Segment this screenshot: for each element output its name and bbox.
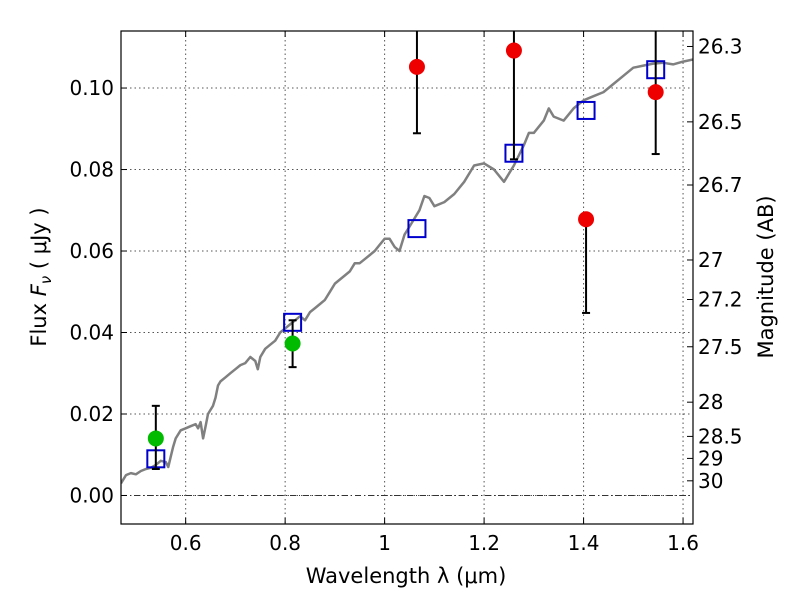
x-tick-label: 1 (378, 531, 391, 555)
plot-area (121, 58, 693, 484)
mag-tick-label: 26.7 (698, 173, 743, 197)
markers (146, 31, 666, 470)
y-tick-label: 0.02 (69, 402, 114, 426)
y-tick-label: 0.04 (69, 321, 114, 345)
x-tick-label: 1.6 (667, 531, 699, 555)
y-axis-label: Flux Fν ( μJy ) (27, 207, 55, 346)
detection-point (284, 335, 301, 352)
mag-tick-label: 27.2 (698, 288, 743, 312)
x-axis-label: Wavelength λ (μm) (306, 564, 507, 588)
mag-tick-label: 26.5 (698, 110, 743, 134)
y-tick-label: 0.08 (69, 158, 114, 182)
mag-tick-label: 30 (698, 469, 723, 493)
upper-limit-point (408, 58, 425, 75)
upper-limit-point (505, 42, 522, 59)
mag-tick-label: 28.5 (698, 424, 743, 448)
x-tick-label: 0.6 (170, 531, 202, 555)
x-tick-label: 1.2 (468, 531, 500, 555)
y-tick-label: 0.00 (69, 483, 114, 507)
mag-tick-label: 27.5 (698, 335, 743, 359)
y2-axis-label: Magnitude (AB) (754, 195, 778, 358)
mag-tick-label: 29 (698, 446, 723, 470)
x-tick-label: 1.4 (568, 531, 600, 555)
model-photometry-point (576, 100, 596, 120)
plot-frame (120, 30, 694, 525)
model-photometry-point (407, 219, 427, 239)
mag-tick-label: 28 (698, 390, 723, 414)
detection-point (147, 430, 164, 447)
upper-limit-point (647, 84, 664, 101)
x-tick-label: 0.8 (269, 531, 301, 555)
mag-tick-label: 26.3 (698, 34, 743, 58)
y-tick-label: 0.10 (69, 76, 114, 100)
ticks: 0.6 0.8 1 1.2 1.4 1.6 0.00 0.02 0.04 0.06 0.08 0.10… (69, 31, 743, 555)
y-tick-label: 0.06 (69, 239, 114, 263)
mag-tick-label: 27 (698, 248, 723, 272)
upper-limit-point (578, 211, 595, 228)
model-sed-line (121, 58, 693, 484)
grid (121, 31, 693, 524)
